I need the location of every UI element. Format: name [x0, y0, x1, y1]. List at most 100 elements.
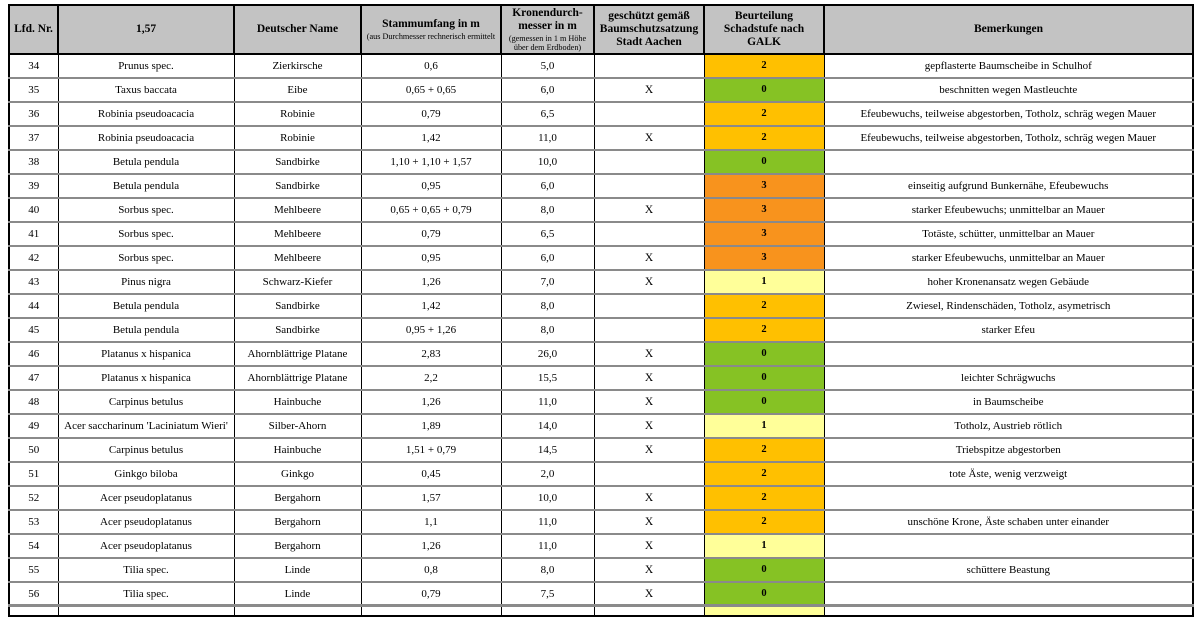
cell-bemerkung: starker Efeubewuchs, unmittelbar an Maue… [823, 244, 1194, 271]
cell-stammumfang: 0,95 [360, 244, 502, 271]
cell-bemerkung: starker Efeubewuchs; unmittelbar an Maue… [823, 196, 1194, 223]
column-header-label: Beurteilung Schadstufe nach GALK [723, 10, 805, 48]
table-row: 48 Carpinus betulus Hainbuche 1,26 11,0 X 0 in … [8, 388, 1194, 415]
cell-geschuetzt-x [593, 148, 705, 175]
cell-partial [703, 604, 825, 616]
cell-partial [823, 604, 1194, 616]
column-header-kronendurchmesser: Kronendurch-messer in m (gemessen in 1 m … [500, 4, 595, 55]
table-row: 42 Sorbus spec. Mehlbeere 0,95 6,0 X 3 starker … [8, 244, 1194, 271]
cell-deutscher-name: Bergahorn [233, 532, 362, 559]
cell-lfd-nr: 37 [8, 124, 59, 151]
cell-bemerkung [823, 340, 1194, 367]
cell-stammumfang: 0,45 [360, 460, 502, 487]
cell-partial [360, 604, 502, 616]
table-row: 50 Carpinus betulus Hainbuche 1,51 + 0,79 14… [8, 436, 1194, 463]
cell-partial [593, 604, 705, 616]
cell-schadstufe: 2 [703, 52, 825, 79]
cell-kronendurchmesser: 11,0 [500, 532, 595, 559]
cell-bemerkung: Zwiesel, Rindenschäden, Totholz, asymetr… [823, 292, 1194, 319]
cell-botanical-name: Sorbus spec. [57, 220, 235, 247]
cell-lfd-nr: 52 [8, 484, 59, 511]
cell-botanical-name: Acer saccharinum 'Laciniatum Wieri' [57, 412, 235, 439]
table-row: 35 Taxus baccata Eibe 0,65 + 0,65 6,0 X 0 besch… [8, 76, 1194, 103]
cell-kronendurchmesser: 11,0 [500, 388, 595, 415]
cell-lfd-nr: 34 [8, 52, 59, 79]
cell-stammumfang: 0,95 + 1,26 [360, 316, 502, 343]
table-row: 38 Betula pendula Sandbirke 1,10 + 1,10 + 1… [8, 148, 1194, 175]
cell-lfd-nr: 46 [8, 340, 59, 367]
cell-stammumfang: 0,79 [360, 220, 502, 247]
cell-bemerkung: beschnitten wegen Mastleuchte [823, 76, 1194, 103]
cell-stammumfang: 2,83 [360, 340, 502, 367]
cell-partial [57, 604, 235, 616]
cell-lfd-nr: 54 [8, 532, 59, 559]
cell-botanical-name: Tilia spec. [57, 556, 235, 583]
cell-geschuetzt-x: X [593, 556, 705, 583]
cell-stammumfang: 1,42 [360, 124, 502, 151]
table-row: 39 Betula pendula Sandbirke 0,95 6,0 3 einseit… [8, 172, 1194, 199]
cell-botanical-name: Sorbus spec. [57, 196, 235, 223]
cell-schadstufe: 1 [703, 532, 825, 559]
cell-deutscher-name: Schwarz-Kiefer [233, 268, 362, 295]
cell-kronendurchmesser: 5,0 [500, 52, 595, 79]
cell-deutscher-name: Ahornblättrige Platane [233, 364, 362, 391]
cell-geschuetzt-x: X [593, 388, 705, 415]
cell-bemerkung [823, 580, 1194, 607]
table-row: 45 Betula pendula Sandbirke 0,95 + 1,26 8,0 2… [8, 316, 1194, 343]
cell-lfd-nr: 47 [8, 364, 59, 391]
cell-kronendurchmesser: 7,5 [500, 580, 595, 607]
cell-lfd-nr: 40 [8, 196, 59, 223]
cell-schadstufe: 2 [703, 508, 825, 535]
cell-geschuetzt-x [593, 100, 705, 127]
cell-schadstufe: 2 [703, 436, 825, 463]
cell-stammumfang: 0,79 [360, 580, 502, 607]
cell-schadstufe: 2 [703, 316, 825, 343]
cell-kronendurchmesser: 11,0 [500, 124, 595, 151]
cell-deutscher-name: Sandbirke [233, 148, 362, 175]
cell-deutscher-name: Mehlbeere [233, 220, 362, 247]
cell-partial [8, 604, 59, 616]
table-row: 52 Acer pseudoplatanus Bergahorn 1,57 10,0 X 2 [8, 484, 1194, 511]
cell-schadstufe: 2 [703, 292, 825, 319]
cell-lfd-nr: 44 [8, 292, 59, 319]
cell-lfd-nr: 45 [8, 316, 59, 343]
cell-botanical-name: Carpinus betulus [57, 388, 235, 415]
cell-deutscher-name: Hainbuche [233, 388, 362, 415]
column-header-bemerkungen: Bemerkungen [823, 4, 1194, 55]
cell-lfd-nr: 53 [8, 508, 59, 535]
cell-lfd-nr: 51 [8, 460, 59, 487]
cell-bemerkung: Efeubewuchs, teilweise abgestorben, Toth… [823, 124, 1194, 151]
cell-geschuetzt-x [593, 292, 705, 319]
cell-deutscher-name: Robinie [233, 100, 362, 127]
cell-bemerkung: Efeubewuchs, teilweise abgestorben, Toth… [823, 100, 1194, 127]
column-header-geschuetzt: geschützt gemäß Baumschutzsatzung Stadt … [593, 4, 705, 55]
cell-bemerkung: unschöne Krone, Äste schaben unter einan… [823, 508, 1194, 535]
cell-kronendurchmesser: 8,0 [500, 196, 595, 223]
column-header-label: Deutscher Name [256, 22, 339, 35]
cell-bemerkung: Triebspitze abgestorben [823, 436, 1194, 463]
table-row: 36 Robinia pseudoacacia Robinie 0,79 6,5 2 Efe… [8, 100, 1194, 127]
cell-kronendurchmesser: 8,0 [500, 316, 595, 343]
column-header-label: geschützt gemäß Baumschutzsatzung Stadt … [599, 10, 699, 48]
cell-kronendurchmesser: 10,0 [500, 148, 595, 175]
cell-deutscher-name: Sandbirke [233, 316, 362, 343]
column-header-label: Lfd. Nr. [14, 22, 53, 35]
cell-geschuetzt-x: X [593, 580, 705, 607]
cell-stammumfang: 0,6 [360, 52, 502, 79]
cell-deutscher-name: Mehlbeere [233, 244, 362, 271]
cell-geschuetzt-x: X [593, 76, 705, 103]
table-row: 51 Ginkgo biloba Ginkgo 0,45 2,0 2 tote Äste, … [8, 460, 1194, 487]
cell-geschuetzt-x [593, 52, 705, 79]
cell-botanical-name: Prunus spec. [57, 52, 235, 79]
table-row: 46 Platanus x hispanica Ahornblättrige Pla… [8, 340, 1194, 367]
cell-kronendurchmesser: 2,0 [500, 460, 595, 487]
table-row: 41 Sorbus spec. Mehlbeere 0,79 6,5 3 Totäste, … [8, 220, 1194, 247]
cell-kronendurchmesser: 6,5 [500, 220, 595, 247]
cell-schadstufe: 2 [703, 100, 825, 127]
cell-stammumfang: 1,26 [360, 388, 502, 415]
cell-geschuetzt-x [593, 460, 705, 487]
table-row: 54 Acer pseudoplatanus Bergahorn 1,26 11,0 X 1 [8, 532, 1194, 559]
cell-schadstufe: 0 [703, 580, 825, 607]
cell-deutscher-name: Hainbuche [233, 436, 362, 463]
cell-bemerkung: schüttere Beastung [823, 556, 1194, 583]
